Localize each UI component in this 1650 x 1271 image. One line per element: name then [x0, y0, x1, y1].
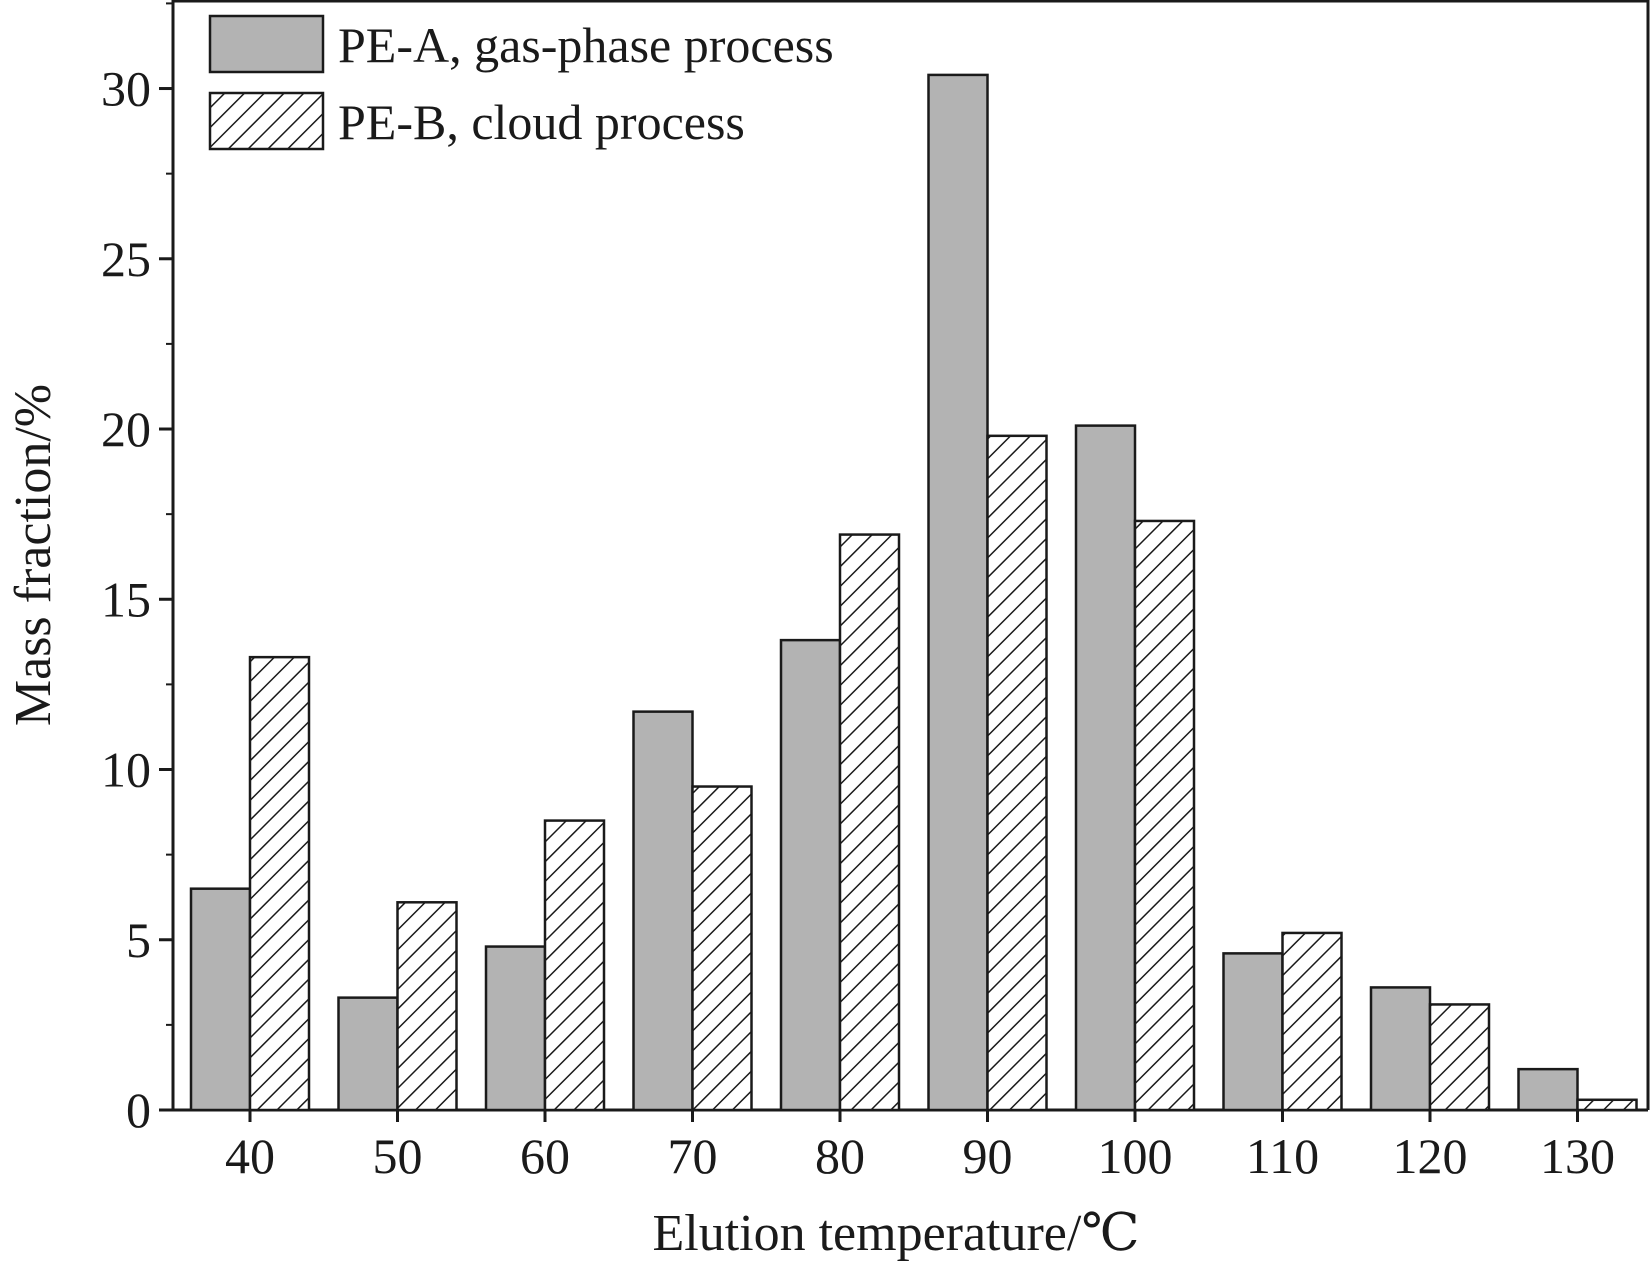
x-tick-label: 100 — [1098, 1128, 1173, 1184]
y-tick-label: 10 — [101, 742, 151, 798]
bar-pe-a-60 — [484, 945, 547, 1112]
legend-swatch — [208, 91, 325, 151]
x-tick-label: 80 — [815, 1128, 865, 1184]
y-tick-label: 0 — [126, 1082, 151, 1138]
y-tick-label: 5 — [126, 912, 151, 968]
y-tick-label: 25 — [101, 231, 151, 287]
bar-pe-b-80 — [838, 533, 901, 1112]
bar-pe-a-100 — [1074, 424, 1137, 1112]
bar-pe-a-40 — [189, 887, 252, 1112]
bar-pe-a-50 — [337, 996, 399, 1112]
bar-pe-a-90 — [927, 73, 989, 1112]
bar-pe-b-50 — [396, 901, 458, 1112]
bar-pe-a-110 — [1222, 952, 1284, 1112]
bar-pe-a-130 — [1517, 1067, 1579, 1112]
x-tick-label: 90 — [963, 1128, 1013, 1184]
y-axis-title: Mass fraction/% — [5, 384, 62, 726]
bar-pe-b-40 — [248, 655, 311, 1112]
bar-pe-b-100 — [1133, 519, 1196, 1112]
bar-pe-b-130 — [1576, 1098, 1638, 1112]
plot-area: 0 5 10 15 20 25 30 40 50 60 70 80 90 100 110 120 130 — [101, 0, 1650, 1184]
bar-pe-a-120 — [1369, 986, 1432, 1112]
x-tick-label: 120 — [1393, 1128, 1468, 1184]
bar-pe-a-80 — [779, 638, 842, 1112]
x-tick-label: 50 — [373, 1128, 423, 1184]
bar-pe-b-70 — [691, 785, 753, 1112]
legend-label: PE-A, gas-phase process — [338, 17, 834, 73]
x-tick-label: 110 — [1246, 1128, 1319, 1184]
y-tick-label: 15 — [101, 571, 151, 627]
bar-pe-b-110 — [1281, 931, 1343, 1112]
x-tick-label: 70 — [668, 1128, 718, 1184]
legend-label: PE-B, cloud process — [338, 94, 745, 150]
bar-pe-b-60 — [543, 819, 606, 1112]
x-tick-label: 40 — [225, 1128, 275, 1184]
bar-pe-b-120 — [1428, 1003, 1491, 1112]
legend-swatch — [208, 14, 325, 74]
y-tick-label: 30 — [101, 61, 151, 117]
x-axis-title: Elution temperature/℃ — [652, 1205, 1139, 1262]
legend: PE-A, gas-phase process PE-B, cloud proce… — [208, 14, 834, 151]
x-tick-label: 130 — [1540, 1128, 1615, 1184]
bar-pe-a-70 — [632, 710, 694, 1112]
y-tick-label: 20 — [101, 401, 151, 457]
x-tick-label: 60 — [520, 1128, 570, 1184]
bar-pe-b-90 — [986, 434, 1048, 1112]
